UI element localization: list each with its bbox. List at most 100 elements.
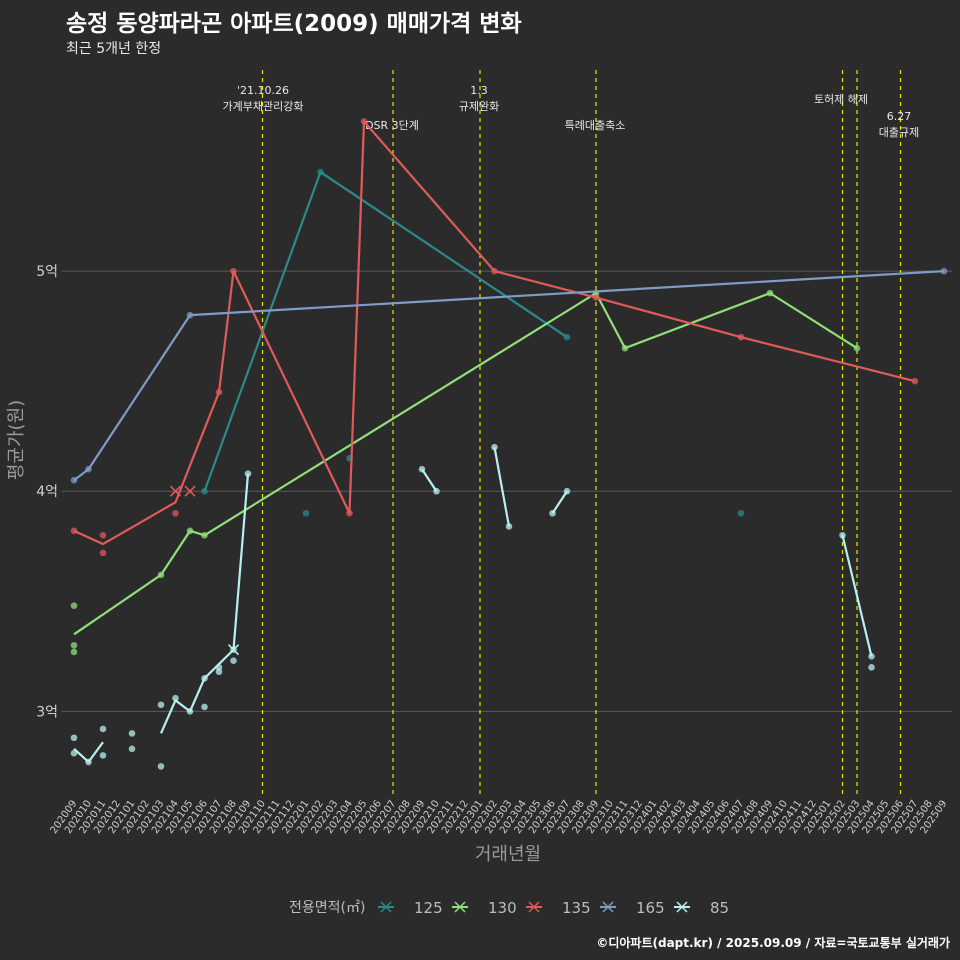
legend-swatch-cross [454, 901, 466, 913]
data-point-130 [70, 642, 78, 649]
data-point-85 [99, 752, 107, 759]
legend-label: 85 [710, 899, 729, 917]
series-line-85 [421, 468, 438, 492]
data-point-135 [70, 527, 78, 535]
data-point-85 [70, 749, 78, 757]
chart-title: 송정 동양파라곤 아파트(2009) 매매가격 변화 [66, 11, 522, 37]
data-point-135 [491, 267, 498, 275]
data-point-130 [766, 289, 774, 297]
data-point-85 [491, 443, 498, 451]
data-point-125 [737, 509, 745, 517]
data-point-135 [592, 294, 600, 301]
legend-label: 165 [636, 899, 665, 917]
cross-marker-135 [169, 485, 182, 497]
data-point-85 [172, 694, 179, 702]
y-tick-label: 3억 [36, 704, 58, 720]
legend-item-85: 85 [674, 899, 729, 917]
data-point-85 [230, 657, 237, 665]
data-point-85 [839, 531, 846, 539]
data-point-85 [201, 703, 208, 711]
series-85 [70, 443, 875, 770]
data-point-135 [360, 118, 368, 125]
data-point-135 [172, 509, 179, 517]
cross-marker-85 [227, 644, 240, 656]
data-point-165 [940, 267, 948, 275]
series-line-125 [203, 170, 568, 492]
legend-swatch-cross [380, 901, 392, 913]
event-label: DSR 3단계 [365, 119, 419, 132]
legend-swatch-cross [528, 901, 540, 913]
data-point-85 [128, 730, 136, 737]
series-line-85 [159, 473, 250, 734]
y-axis-title: 평균가(원) [6, 400, 27, 480]
series-line-85 [551, 490, 568, 514]
event-label: 6.27 [887, 110, 912, 123]
data-point-135 [911, 377, 919, 385]
data-point-125 [201, 487, 208, 495]
data-point-85 [99, 725, 107, 733]
series-line-130 [73, 292, 858, 636]
y-tick-label: 5억 [36, 264, 58, 280]
data-point-135 [230, 267, 237, 275]
series-line-135 [73, 120, 916, 546]
legend-label: 130 [488, 899, 517, 917]
series-line-85 [493, 447, 511, 527]
event-label: 대출규제 [879, 126, 919, 139]
data-point-85 [70, 734, 78, 742]
data-point-85 [868, 664, 875, 671]
data-point-125 [563, 333, 571, 341]
data-point-85 [563, 487, 571, 495]
data-point-130 [70, 602, 78, 609]
data-point-165 [70, 476, 78, 484]
data-point-85 [201, 675, 208, 682]
data-point-85 [433, 487, 440, 495]
data-point-85 [215, 668, 223, 676]
event-label: 가계부채관리강화 [223, 100, 304, 113]
data-point-130 [621, 344, 629, 352]
data-point-125 [317, 168, 324, 176]
event-label: 토허제 해제 [814, 92, 868, 106]
data-point-85 [505, 523, 513, 530]
data-point-130 [157, 571, 165, 579]
legend-label: 125 [414, 899, 443, 917]
data-point-125 [302, 509, 310, 517]
series-165 [70, 267, 948, 484]
x-axis-title: 거래년월 [475, 844, 541, 865]
series-130 [70, 289, 861, 656]
legend-item-135: 135 [526, 899, 591, 917]
event-label: 1.3 [470, 84, 488, 97]
data-point-85 [186, 708, 194, 715]
data-point-85 [244, 470, 252, 477]
credit-text: ©디아파트(dapt.kr) / 2025.09.09 / 자료=국토교통부 실… [596, 936, 950, 950]
legend-label: 135 [562, 899, 591, 917]
event-label: 규제완화 [459, 100, 499, 113]
chart-subtitle: 최근 5개년 한정 [66, 41, 162, 57]
series-125 [201, 168, 745, 517]
data-point-130 [853, 344, 861, 352]
legend-item-130: 130 [452, 899, 517, 917]
cross-marker-135 [184, 485, 196, 497]
data-point-165 [85, 465, 92, 473]
data-point-85 [157, 763, 165, 770]
y-tick-label: 4억 [36, 484, 58, 500]
data-point-85 [157, 701, 165, 709]
data-point-130 [70, 648, 78, 656]
legend-item-125: 125 [378, 899, 443, 917]
legend-swatch-cross [676, 901, 688, 913]
data-point-85 [549, 509, 556, 517]
legend-title: 전용면적(㎡) [289, 900, 365, 916]
series-line-85 [841, 535, 873, 657]
data-point-165 [186, 311, 194, 319]
data-point-85 [128, 745, 136, 753]
data-point-135 [737, 333, 745, 341]
data-point-130 [186, 527, 194, 535]
series-line-165 [73, 270, 945, 482]
data-point-85 [868, 653, 875, 660]
data-point-130 [201, 531, 208, 539]
data-point-85 [418, 465, 426, 473]
event-label: '21.10.26 [237, 84, 289, 97]
series-135 [70, 118, 919, 557]
data-point-85 [85, 758, 92, 766]
